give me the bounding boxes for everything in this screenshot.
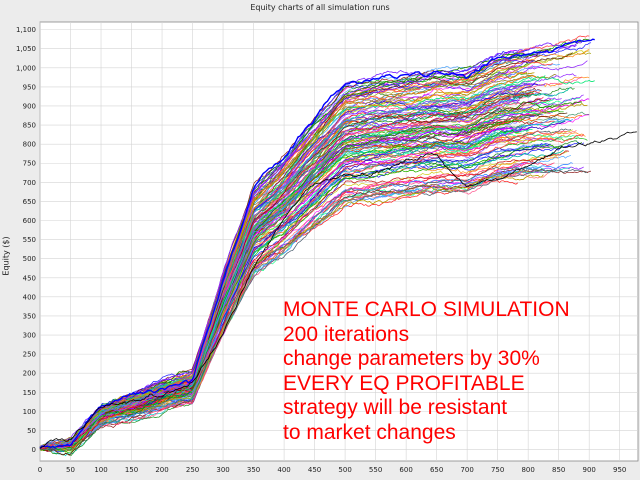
- series-line: [39, 118, 573, 449]
- annotation-line: EVERY EQ PROFITABLE: [283, 371, 525, 395]
- x-tick-label: 200: [155, 466, 168, 474]
- y-tick-label: 1,050: [16, 45, 36, 53]
- series-line: [39, 66, 518, 447]
- y-tick-label: 350: [23, 312, 36, 320]
- y-tick-labels: 0 50 100 150 200 250 300 350 400 450 500 550 600 650 7…: [16, 26, 36, 454]
- x-tick-label: 350: [247, 466, 260, 474]
- annotation-line: change parameters by 30%: [283, 347, 540, 370]
- annotation-line: MONTE CARLO SIMULATION: [283, 298, 570, 321]
- y-tick-label: 550: [23, 236, 36, 244]
- x-tick-label: 0: [38, 466, 42, 474]
- series-line: [39, 96, 518, 450]
- series-line: [39, 166, 557, 452]
- series-line: [39, 131, 637, 449]
- x-tick-label: 300: [216, 466, 229, 474]
- series-line: [39, 134, 584, 449]
- y-tick-label: 400: [23, 293, 36, 301]
- x-tick-label: 700: [460, 466, 473, 474]
- series-line: [39, 75, 537, 449]
- y-tick-label: 900: [23, 102, 36, 110]
- series-line: [39, 174, 544, 451]
- series-line: [39, 127, 528, 449]
- x-tick-label: 100: [94, 466, 107, 474]
- y-tick-label: 850: [23, 122, 36, 130]
- y-tick-label: 300: [23, 332, 36, 340]
- series-line: [39, 38, 595, 449]
- y-tick-label: 0: [32, 446, 36, 454]
- y-tick-label: 250: [23, 351, 36, 359]
- y-tick-label: 800: [23, 141, 36, 149]
- series-line: [39, 111, 539, 450]
- y-tick-label: 750: [23, 160, 36, 168]
- x-tick-label: 950: [613, 466, 626, 474]
- x-tick-label: 500: [338, 466, 351, 474]
- series-line: [39, 60, 553, 449]
- series-line: [39, 92, 531, 449]
- annotation-line: 200 iterations: [283, 322, 410, 346]
- y-tick-label: 450: [23, 274, 36, 282]
- x-tick-label: 900: [582, 466, 595, 474]
- y-tick-label: 700: [23, 179, 36, 187]
- annotation-line: to market changes: [283, 420, 456, 444]
- y-tick-label: 600: [23, 217, 36, 225]
- series-line: [39, 162, 555, 449]
- y-tick-label: 200: [23, 370, 36, 378]
- annotation-line: strategy will be resistant: [283, 396, 508, 419]
- x-tick-label: 550: [369, 466, 382, 474]
- series-line: [39, 87, 527, 448]
- series-line: [39, 101, 582, 449]
- annotation-text: MONTE CARLO SIMULATION 200 iterations ch…: [283, 298, 638, 445]
- series-lines: [39, 35, 637, 457]
- x-tick-label: 50: [66, 466, 75, 474]
- series-line: [39, 143, 548, 450]
- x-tick-label: 800: [521, 466, 534, 474]
- series-line: [39, 129, 520, 450]
- x-tick-label: 400: [277, 466, 290, 474]
- x-tick-label: 150: [125, 466, 138, 474]
- y-tick-label: 650: [23, 198, 36, 206]
- x-tick-label: 450: [308, 466, 321, 474]
- x-tick-label: 600: [399, 466, 412, 474]
- y-tick-label: 150: [23, 389, 36, 397]
- y-tick-label: 1,000: [16, 64, 36, 72]
- y-tick-label: 1,100: [16, 26, 36, 34]
- y-tick-label: 100: [23, 408, 36, 416]
- x-tick-label: 750: [491, 466, 504, 474]
- x-tick-label: 650: [430, 466, 443, 474]
- x-tick-labels: 0 50 100 150 200 250 300 350 400 450 500 550 600 650 7…: [38, 466, 627, 474]
- y-tick-label: 950: [23, 83, 36, 91]
- y-tick-label: 500: [23, 255, 36, 263]
- series-line: [39, 150, 570, 450]
- y-tick-label: 50: [27, 427, 36, 435]
- series-line: [40, 60, 535, 449]
- chart-title: Equity charts of all simulation runs: [250, 3, 390, 12]
- x-tick-label: 850: [552, 466, 565, 474]
- x-tick-label: 250: [186, 466, 199, 474]
- series-line: [39, 118, 572, 449]
